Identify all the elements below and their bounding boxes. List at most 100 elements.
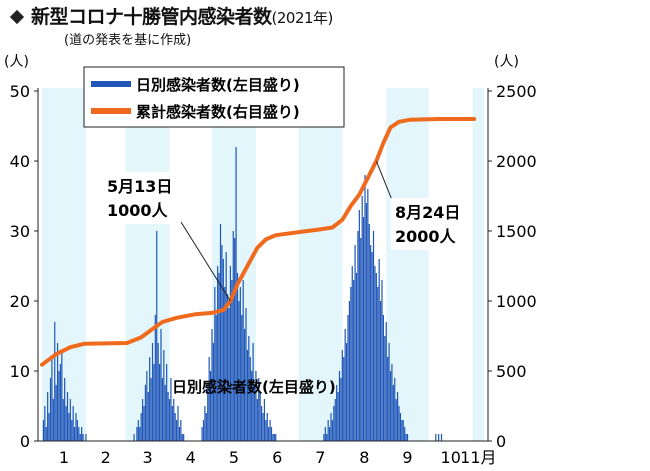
daily-bar (351, 266, 353, 441)
right-tick-label: 1500 (496, 222, 537, 241)
daily-bar (391, 364, 393, 441)
x-tick-label: 6 (272, 448, 282, 467)
daily-bar (154, 315, 156, 441)
daily-bar (323, 434, 325, 441)
daily-bar (139, 427, 141, 441)
daily-bar (45, 427, 47, 441)
annotation-box (391, 198, 471, 250)
daily-bar (55, 385, 57, 441)
daily-bar (360, 238, 362, 441)
daily-bar (202, 420, 205, 441)
left-axis-unit: (人) (4, 54, 29, 70)
cumulative-line (40, 117, 477, 367)
annotation-count: 1000人 (107, 201, 169, 220)
daily-bar (171, 406, 173, 441)
daily-bar (382, 315, 385, 441)
right-axis-unit: (人) (494, 54, 519, 70)
daily-bar (158, 364, 161, 441)
daily-bar (398, 406, 400, 441)
daily-bar (368, 224, 370, 441)
daily-bar (396, 392, 399, 441)
daily-bar (214, 287, 216, 441)
daily-bar (54, 322, 56, 441)
left-tick-label: 40 (10, 152, 30, 171)
daily-bar (229, 266, 232, 441)
daily-bar (204, 406, 206, 441)
x-tick-label: 4 (186, 448, 196, 467)
daily-bar (246, 350, 249, 441)
daily-bar (333, 406, 335, 441)
daily-bar (147, 392, 149, 441)
daily-bar (160, 329, 162, 441)
daily-cases-bars (42, 147, 443, 441)
daily-bar (367, 189, 369, 441)
title-year: (2021年) (271, 9, 334, 27)
daily-bar (222, 259, 224, 441)
daily-bar (374, 266, 376, 441)
daily-bar (365, 203, 368, 441)
daily-bar (211, 329, 213, 441)
daily-bar (327, 420, 329, 441)
daily-bar (348, 301, 351, 441)
daily-bar (178, 427, 181, 441)
daily-bar (65, 406, 67, 441)
daily-bar (170, 378, 172, 441)
right-tick-label: 1000 (496, 292, 537, 311)
daily-bar (149, 357, 151, 441)
title-text: 新型コロナ十勝管内感染者数 (31, 6, 272, 28)
annotation-box (103, 172, 181, 224)
daily-bar (269, 420, 271, 441)
daily-bar (137, 420, 139, 441)
daily-bar (173, 399, 175, 441)
daily-bar (328, 427, 331, 441)
daily-bar (440, 434, 443, 441)
daily-bar (259, 392, 261, 441)
daily-bar (174, 413, 176, 441)
daily-bar (42, 420, 45, 441)
daily-bar (384, 336, 386, 441)
daily-bar (350, 287, 352, 441)
daily-bar (61, 350, 63, 441)
daily-bar (140, 413, 142, 441)
daily-bar (52, 399, 54, 441)
daily-bar (249, 357, 251, 441)
right-tick-label: 2500 (496, 82, 537, 101)
daily-bar (151, 343, 154, 441)
daily-bar (168, 399, 171, 441)
daily-bar (235, 147, 237, 441)
daily-bar (219, 224, 222, 441)
daily-bar (265, 420, 267, 441)
daily-bar (75, 413, 77, 441)
daily-bar (248, 336, 250, 441)
daily-bar (205, 413, 207, 441)
daily-bar (345, 343, 348, 441)
x-tick-label: 9 (402, 448, 412, 467)
daily-bar (272, 434, 274, 441)
daily-bar (232, 231, 234, 441)
daily-bar (378, 259, 380, 441)
left-tick-label: 10 (10, 362, 30, 381)
daily-bar (238, 301, 240, 441)
daily-bar (161, 378, 164, 441)
daily-bar (399, 413, 402, 441)
daily-bar (164, 385, 166, 441)
daily-bar (66, 392, 69, 441)
month-band (42, 88, 86, 441)
daily-bar (375, 273, 377, 441)
daily-bar (241, 315, 243, 441)
daily-bar (236, 273, 239, 441)
daily-bar (207, 385, 209, 441)
daily-bar (326, 434, 328, 441)
month-band (386, 88, 429, 441)
annotation-count: 2000人 (395, 227, 457, 246)
legend-label-daily: 日別感染者数(左目盛り) (136, 76, 300, 94)
daily-bar (387, 357, 389, 441)
daily-bar (166, 364, 168, 441)
bars-inline-label: 日別感染者数(左目盛り) (172, 378, 336, 396)
daily-bar (62, 399, 64, 441)
daily-bar (389, 371, 392, 441)
daily-bar (157, 343, 159, 441)
daily-bar (226, 294, 229, 441)
daily-bar (224, 287, 226, 441)
daily-bar (231, 280, 233, 441)
